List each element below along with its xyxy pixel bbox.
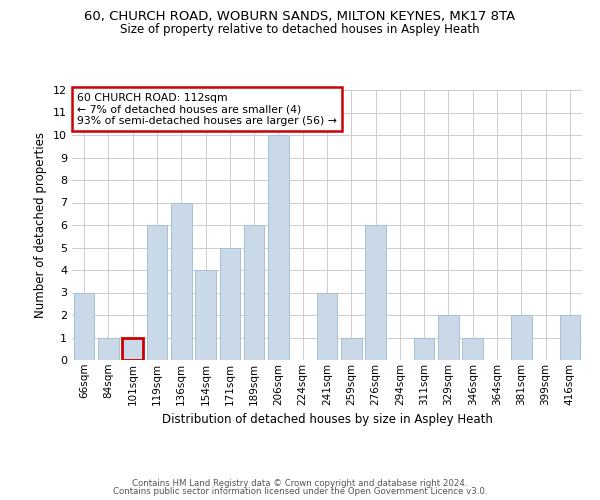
Bar [365, 225, 386, 360]
Text: Size of property relative to detached houses in Aspley Heath: Size of property relative to detached ho… [120, 22, 480, 36]
Bar [317, 292, 337, 360]
Bar [438, 315, 459, 360]
Bar [220, 248, 240, 360]
Y-axis label: Number of detached properties: Number of detached properties [34, 132, 47, 318]
Bar [463, 338, 483, 360]
Bar [74, 292, 94, 360]
Bar [171, 202, 191, 360]
Bar [341, 338, 362, 360]
Bar [98, 338, 119, 360]
Text: Contains public sector information licensed under the Open Government Licence v3: Contains public sector information licen… [113, 487, 487, 496]
Bar [511, 315, 532, 360]
Bar [195, 270, 216, 360]
Bar [122, 338, 143, 360]
Bar [146, 225, 167, 360]
Bar [560, 315, 580, 360]
Bar [244, 225, 265, 360]
Text: 60 CHURCH ROAD: 112sqm
← 7% of detached houses are smaller (4)
93% of semi-detac: 60 CHURCH ROAD: 112sqm ← 7% of detached … [77, 92, 337, 126]
Bar [268, 135, 289, 360]
X-axis label: Distribution of detached houses by size in Aspley Heath: Distribution of detached houses by size … [161, 413, 493, 426]
Text: 60, CHURCH ROAD, WOBURN SANDS, MILTON KEYNES, MK17 8TA: 60, CHURCH ROAD, WOBURN SANDS, MILTON KE… [85, 10, 515, 23]
Text: Contains HM Land Registry data © Crown copyright and database right 2024.: Contains HM Land Registry data © Crown c… [132, 478, 468, 488]
Bar [414, 338, 434, 360]
